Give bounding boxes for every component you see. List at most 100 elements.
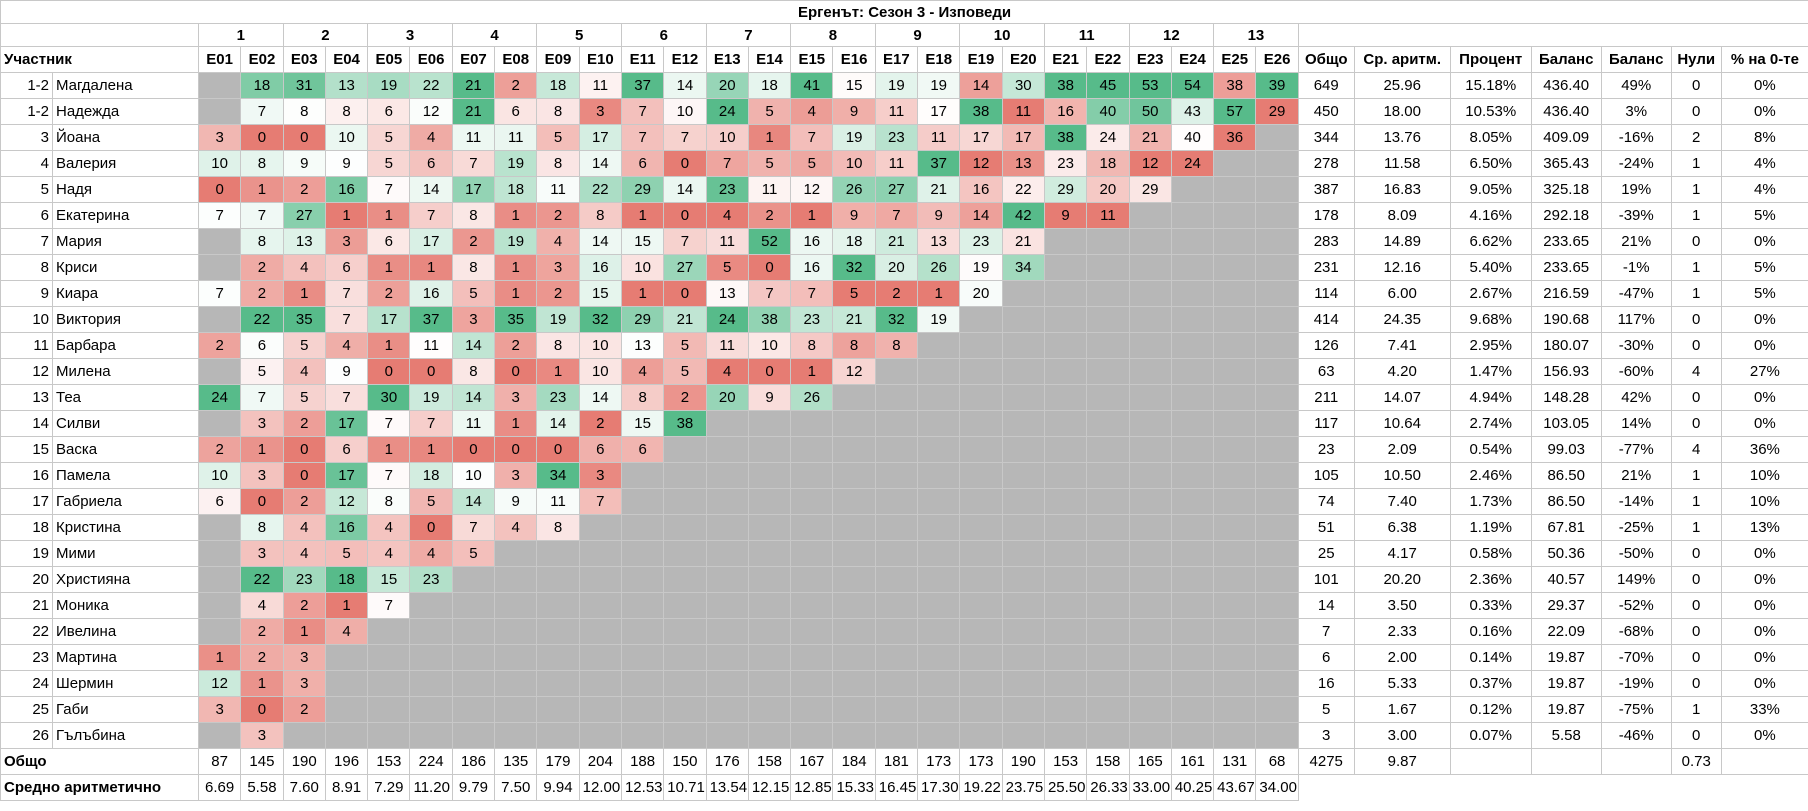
episode-score: 2 bbox=[494, 332, 538, 359]
empty-cell bbox=[1213, 358, 1257, 385]
episode-score: 7 bbox=[409, 410, 453, 437]
episode-score: 15 bbox=[620, 228, 665, 255]
empty-cell bbox=[1255, 592, 1299, 619]
stat-cell: 6.50% bbox=[1449, 150, 1532, 177]
totals-row: Общо 87 145 190 196 153 224 186 135 179 204 188 150 1… bbox=[0, 748, 1808, 775]
episode-score: 20 bbox=[959, 280, 1003, 307]
episode-total: 184 bbox=[832, 748, 876, 775]
episode-total: 190 bbox=[1001, 748, 1045, 775]
stat-cell: 22.09 bbox=[1530, 618, 1602, 645]
stat-cell: 10.53% bbox=[1449, 98, 1532, 125]
stat-cell: 7.40 bbox=[1353, 488, 1451, 515]
stat-total bbox=[1449, 748, 1532, 775]
empty-cell bbox=[917, 592, 961, 619]
column-header: E02 bbox=[240, 46, 284, 73]
episode-score: 43 bbox=[1170, 98, 1215, 125]
episode-total: 158 bbox=[747, 748, 792, 775]
empty-cell bbox=[1170, 228, 1215, 255]
empty-cell bbox=[409, 670, 453, 697]
stat-cell: 11.58 bbox=[1353, 150, 1451, 177]
participant-name: Кристина bbox=[52, 514, 199, 541]
empty-cell bbox=[409, 722, 453, 749]
week-header: 13 bbox=[1213, 23, 1299, 47]
blank bbox=[1298, 775, 1808, 801]
rank: 9 bbox=[0, 280, 53, 307]
empty-cell bbox=[1001, 488, 1045, 515]
empty-cell bbox=[1128, 566, 1172, 593]
episode-score: 0 bbox=[663, 202, 707, 229]
episode-score: 4 bbox=[324, 618, 369, 645]
empty-cell bbox=[1043, 644, 1088, 671]
stat-cell: 2.95% bbox=[1449, 332, 1532, 359]
stat-cell: -75% bbox=[1600, 696, 1672, 723]
participant-name: Йоана bbox=[52, 124, 199, 151]
column-header: E10 bbox=[578, 46, 622, 73]
column-header: E24 bbox=[1170, 46, 1215, 73]
episode-score: 2 bbox=[536, 202, 580, 229]
stat-cell: 278 bbox=[1297, 150, 1355, 177]
empty-cell bbox=[1043, 410, 1088, 437]
episode-score: 30 bbox=[1001, 72, 1045, 99]
participant-name: Магдалена bbox=[52, 72, 199, 99]
empty-cell bbox=[874, 462, 919, 489]
stat-cell: 36% bbox=[1720, 436, 1808, 463]
participant-name: Мартина bbox=[52, 644, 199, 671]
episode-score: 1 bbox=[494, 410, 538, 437]
episode-score: 38 bbox=[1213, 72, 1257, 99]
episode-score: 12 bbox=[409, 98, 453, 125]
empty-cell bbox=[536, 696, 580, 723]
blank bbox=[0, 23, 199, 47]
stat-cell: 126 bbox=[1297, 332, 1355, 359]
stat-cell: 1 bbox=[1670, 696, 1722, 723]
participant-row: 15 Васка 2 1 0 6 1 1 0 0 0 6 6 23 2.09 0.54% 99.03 -77% 4 3… bbox=[0, 436, 1808, 463]
episode-score: 3 bbox=[197, 696, 242, 723]
episode-score: 0 bbox=[663, 280, 707, 307]
episode-score: 17 bbox=[917, 98, 961, 125]
empty-cell bbox=[874, 358, 919, 385]
rank: 18 bbox=[0, 514, 53, 541]
empty-cell bbox=[790, 462, 834, 489]
participant-row: 8 Криси 2 4 6 1 1 8 1 3 16 10 27 5 0 16 32 20 26 19 34 231 12.… bbox=[0, 254, 1808, 281]
empty-cell bbox=[663, 696, 707, 723]
empty-cell bbox=[1043, 228, 1088, 255]
episode-score: 30 bbox=[367, 384, 411, 411]
empty-cell bbox=[1170, 202, 1215, 229]
episode-score: 54 bbox=[1170, 72, 1215, 99]
empty-cell bbox=[663, 644, 707, 671]
episode-score: 40 bbox=[1170, 124, 1215, 151]
episode-score: 4 bbox=[620, 358, 665, 385]
stat-cell: 0% bbox=[1720, 644, 1808, 671]
empty-cell bbox=[705, 462, 749, 489]
stat-cell: 23 bbox=[1297, 436, 1355, 463]
empty-cell bbox=[1001, 384, 1045, 411]
stat-cell: 0 bbox=[1670, 332, 1722, 359]
empty-cell bbox=[917, 488, 961, 515]
episode-score: 17 bbox=[578, 124, 622, 151]
empty-cell bbox=[1255, 384, 1299, 411]
rank: 24 bbox=[0, 670, 53, 697]
stat-cell: 5 bbox=[1297, 696, 1355, 723]
stat-cell: 1 bbox=[1670, 462, 1722, 489]
episode-score: 11 bbox=[494, 124, 538, 151]
empty-cell bbox=[1170, 618, 1215, 645]
empty-cell bbox=[1213, 176, 1257, 203]
episode-score: 2 bbox=[282, 696, 326, 723]
stat-cell: 0% bbox=[1720, 410, 1808, 437]
episode-score: 34 bbox=[1001, 254, 1045, 281]
empty-cell bbox=[747, 436, 792, 463]
empty-cell bbox=[959, 566, 1003, 593]
empty-cell bbox=[959, 462, 1003, 489]
participant-row: 17 Габриела 6 0 2 12 8 5 14 9 11 7 74 7.40 1.73% 86.50-… bbox=[0, 488, 1808, 515]
column-header: E11 bbox=[620, 46, 665, 73]
stat-cell: 1.67 bbox=[1353, 696, 1451, 723]
episode-score: 19 bbox=[874, 72, 919, 99]
empty-cell bbox=[1043, 670, 1088, 697]
rank: 19 bbox=[0, 540, 53, 567]
rank: 16 bbox=[0, 462, 53, 489]
empty-cell bbox=[1086, 462, 1130, 489]
stat-cell: 180.07 bbox=[1530, 332, 1602, 359]
participant-name: Моника bbox=[52, 592, 199, 619]
episode-score: 2 bbox=[197, 436, 242, 463]
episode-score: 22 bbox=[409, 72, 453, 99]
stat-total bbox=[1530, 748, 1602, 775]
